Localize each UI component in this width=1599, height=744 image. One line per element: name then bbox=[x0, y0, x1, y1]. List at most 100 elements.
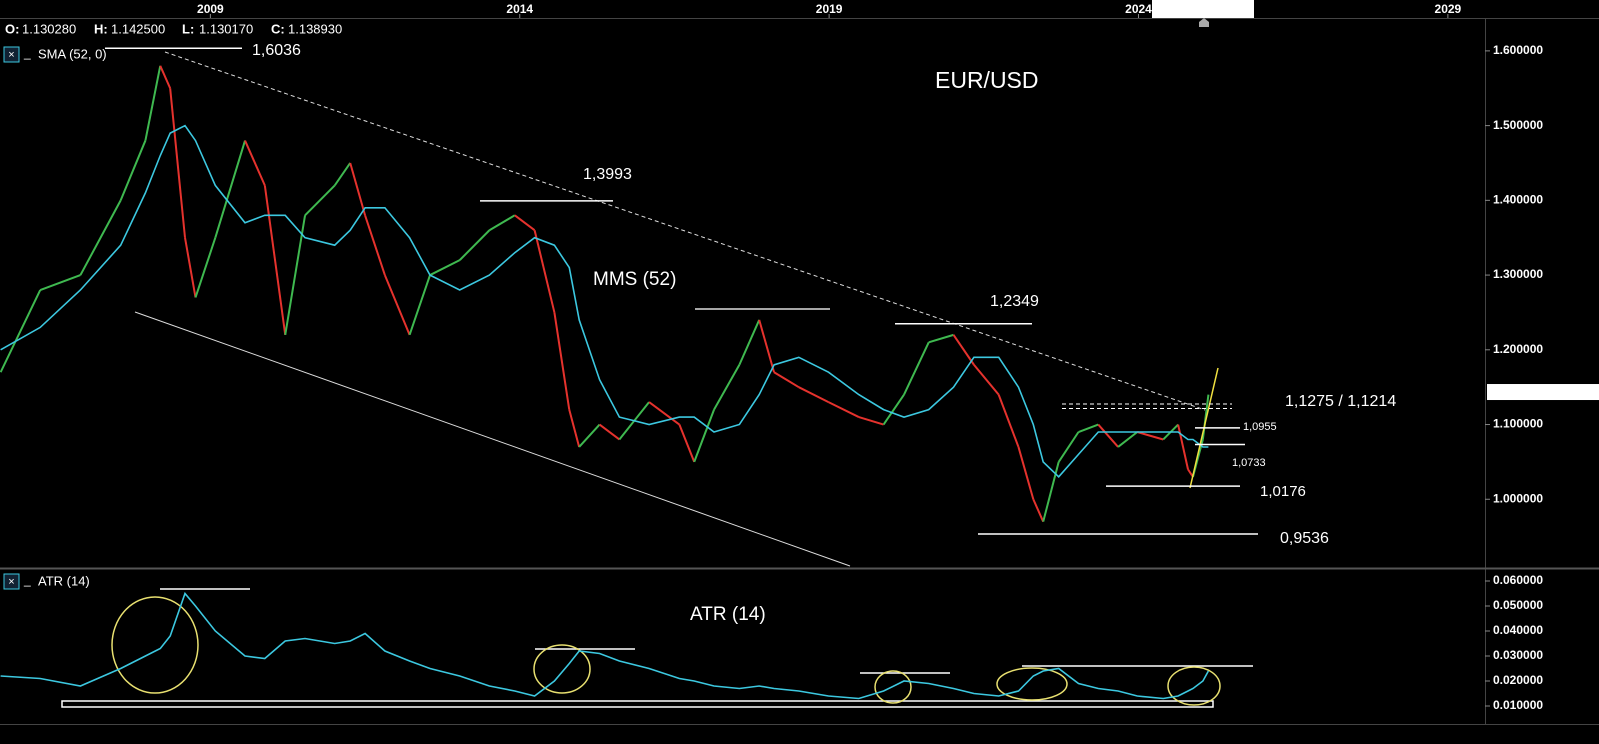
legend-close-glyph[interactable]: × bbox=[8, 576, 14, 588]
price-segment bbox=[1032, 498, 1045, 523]
price-segment bbox=[1117, 431, 1138, 448]
price-segment bbox=[0, 289, 42, 373]
price-segment bbox=[488, 214, 516, 232]
price-segment bbox=[798, 386, 829, 404]
annotation-label: 1,0733 bbox=[1232, 457, 1266, 469]
plot-layer bbox=[0, 65, 1210, 700]
price-segment bbox=[1078, 423, 1099, 433]
highlight-circle bbox=[874, 670, 912, 704]
price-segment bbox=[429, 259, 461, 276]
price-segment bbox=[119, 140, 147, 201]
price-segment bbox=[304, 184, 336, 216]
price-segment bbox=[194, 237, 217, 298]
price-segment bbox=[1042, 461, 1060, 522]
y-tick-label: 1.200000 bbox=[1493, 342, 1543, 356]
annotation-label: 0,9536 bbox=[1280, 530, 1329, 547]
price-segment bbox=[928, 333, 954, 344]
price-segment bbox=[598, 423, 620, 441]
price-segment bbox=[1017, 446, 1035, 500]
legend-close-glyph[interactable]: × bbox=[8, 49, 14, 61]
price-segment bbox=[973, 364, 1000, 396]
annotation-label: 1,2349 bbox=[990, 293, 1039, 310]
last-price-badge bbox=[1487, 384, 1599, 401]
support-trendline bbox=[134, 311, 851, 567]
price-segment bbox=[184, 237, 197, 298]
y-tick-label: 0.010000 bbox=[1493, 698, 1543, 712]
price-segment bbox=[408, 274, 431, 336]
ohlc-value: 1.130280 bbox=[22, 21, 76, 36]
price-segment bbox=[533, 230, 556, 313]
sma-label: MMS (52) bbox=[593, 269, 676, 290]
x-tick-label: 2014 bbox=[506, 2, 533, 16]
resistance-trendline bbox=[164, 51, 1206, 411]
price-segment bbox=[1177, 424, 1189, 470]
price-segment bbox=[159, 65, 172, 89]
price-segment bbox=[903, 341, 930, 396]
annotation-label: 1,3993 bbox=[583, 166, 632, 183]
price-segment bbox=[39, 274, 81, 291]
price-segment bbox=[678, 424, 696, 463]
legend-minimize[interactable]: _ bbox=[23, 573, 31, 587]
price-segment bbox=[648, 401, 680, 426]
y-tick-label: 0.030000 bbox=[1493, 648, 1543, 662]
price-segment bbox=[514, 214, 536, 232]
legend-close-icon[interactable] bbox=[3, 573, 20, 590]
price-segment bbox=[1057, 431, 1080, 463]
annotation-label: 1,1275 / 1,1214 bbox=[1285, 393, 1396, 410]
ohlc-value: 1.142500 bbox=[111, 21, 165, 36]
price-segment bbox=[214, 140, 246, 239]
highlight-circle bbox=[996, 667, 1068, 701]
price-segment bbox=[383, 274, 411, 336]
ohlc-key: L: bbox=[182, 21, 194, 36]
price-segment bbox=[773, 371, 800, 389]
price-segment bbox=[578, 423, 601, 448]
series-line bbox=[0, 124, 1209, 478]
price-segment bbox=[693, 409, 715, 463]
price-segment bbox=[169, 88, 187, 238]
y-tick-label: 0.040000 bbox=[1493, 623, 1543, 637]
price-segment bbox=[144, 65, 162, 141]
y-tick-label: 0.020000 bbox=[1493, 673, 1543, 687]
x-tick-label: 2019 bbox=[816, 2, 843, 16]
price-segment bbox=[738, 319, 761, 366]
price-segment bbox=[1136, 431, 1164, 441]
chart-title: EUR/USD bbox=[935, 67, 1039, 93]
crosshair-marker bbox=[1199, 18, 1209, 27]
atr-title: ATR (14) bbox=[690, 604, 766, 625]
legend-entry: ATR (14) bbox=[38, 573, 90, 588]
x-tick-label: 2029 bbox=[1435, 2, 1462, 16]
price-segment bbox=[553, 312, 571, 410]
y-tick-label: 0.050000 bbox=[1493, 598, 1543, 612]
ohlc-key: O: bbox=[5, 21, 19, 36]
price-segment bbox=[333, 162, 352, 186]
highlight-circle bbox=[1167, 666, 1221, 706]
ohlc-key: C: bbox=[271, 21, 285, 36]
ohlc-value: 1.138930 bbox=[288, 21, 342, 36]
y-tick-label: 1.100000 bbox=[1493, 417, 1543, 431]
price-segment bbox=[79, 199, 122, 276]
last-price-label: 1.143506 bbox=[1492, 384, 1542, 398]
price-segment bbox=[758, 319, 776, 373]
annotation-label: 1,6036 bbox=[252, 42, 301, 59]
legend-entry: SMA (52, 0) bbox=[38, 46, 107, 61]
price-segment bbox=[952, 334, 975, 366]
price-segment bbox=[364, 214, 386, 276]
y-tick-label: 0.060000 bbox=[1493, 573, 1543, 587]
price-segment bbox=[997, 394, 1020, 448]
price-segment bbox=[244, 140, 266, 186]
y-tick-label: 1.500000 bbox=[1493, 118, 1543, 132]
price-segment bbox=[713, 364, 741, 411]
price-segment bbox=[263, 185, 287, 335]
legend-close-icon[interactable] bbox=[3, 46, 20, 63]
legend-minimize[interactable]: _ bbox=[23, 46, 31, 60]
annotation-label: 1,0955 bbox=[1243, 421, 1277, 433]
y-tick-label: 1.600000 bbox=[1493, 43, 1543, 57]
crosshair-date-box bbox=[1152, 0, 1254, 18]
ohlc-key: H: bbox=[94, 21, 108, 36]
highlight-circle bbox=[111, 596, 199, 694]
y-tick-label: 1.400000 bbox=[1493, 193, 1543, 207]
price-segment bbox=[858, 416, 884, 426]
